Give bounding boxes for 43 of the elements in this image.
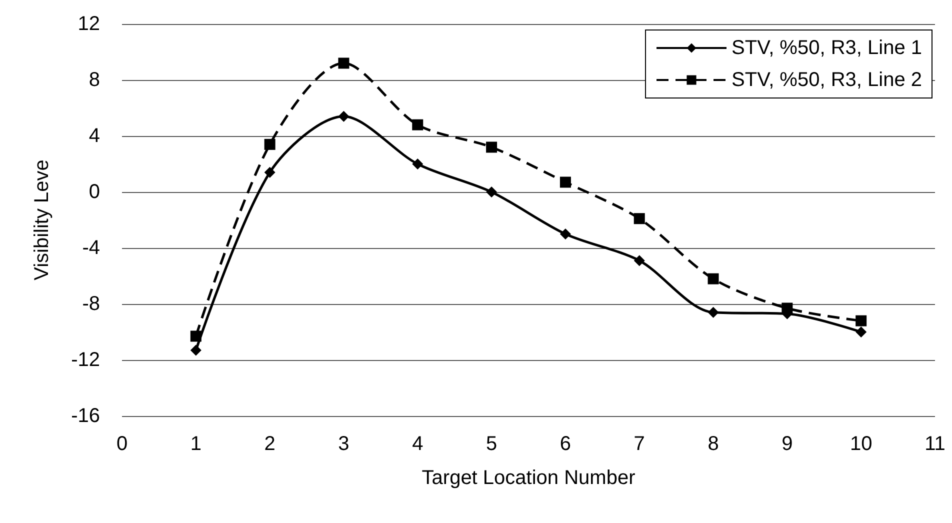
x-tick-label: 5 [486, 433, 498, 455]
point [338, 58, 350, 69]
point [412, 158, 424, 170]
x-tick-label: 1 [190, 433, 202, 455]
x-axis-title: Target Location Number [422, 467, 636, 489]
point [264, 166, 276, 178]
y-tick-label: 4 [88, 125, 100, 147]
point [856, 315, 867, 326]
x-tick-label: 0 [116, 433, 128, 455]
y-tick-label: 0 [88, 181, 100, 203]
y-axis-title: Visibility Leve [31, 160, 53, 280]
point [560, 176, 571, 188]
x-tick-label: 6 [560, 433, 572, 455]
x-tick-label: 3 [338, 433, 350, 455]
y-tick-label: -4 [82, 237, 100, 259]
x-tick-label: 2 [264, 433, 276, 455]
point [856, 326, 867, 338]
x-tick-label: 11 [924, 433, 946, 455]
point [190, 344, 202, 356]
point [560, 228, 571, 240]
x-tick-label: 9 [782, 433, 793, 455]
x-tick-label: 10 [850, 433, 872, 455]
point [634, 213, 645, 224]
y-tick-label: -8 [82, 293, 100, 315]
point [708, 273, 719, 284]
y-tick-label: -12 [71, 349, 100, 371]
point [708, 306, 719, 318]
point [190, 330, 202, 342]
point [782, 302, 793, 314]
x-tick-label: 4 [412, 433, 424, 455]
point [486, 186, 498, 198]
point [338, 110, 350, 122]
x-tick-label: 7 [634, 433, 645, 455]
y-tick-label: 8 [88, 69, 100, 91]
y-tick-label: 12 [78, 13, 100, 35]
legend-label: STV, %50, R3, Line 1 [732, 37, 922, 59]
y-tick-label: -16 [71, 405, 100, 427]
x-tick-label: 8 [708, 433, 719, 455]
point [412, 119, 424, 130]
point [264, 138, 276, 150]
point [634, 255, 645, 266]
legend-label: STV, %50, R3, Line 2 [732, 69, 922, 91]
point [486, 142, 498, 153]
